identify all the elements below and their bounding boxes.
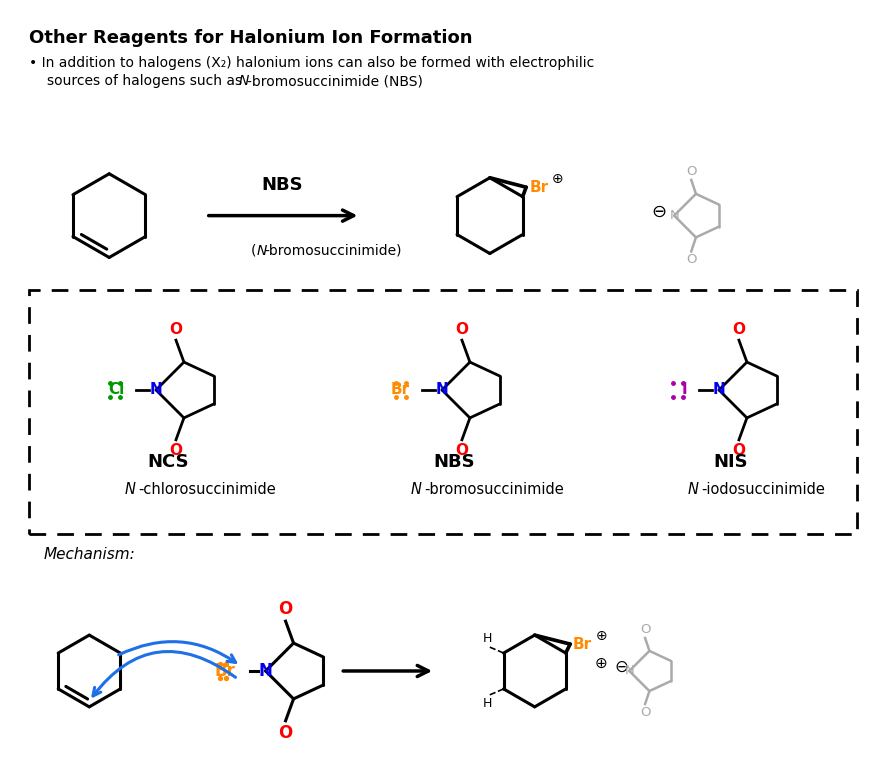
Text: NCS: NCS (147, 452, 189, 471)
Text: -chlorosuccinimide: -chlorosuccinimide (138, 482, 276, 497)
Text: N: N (411, 482, 422, 497)
Text: NIS: NIS (713, 452, 748, 471)
Text: Mechanism:: Mechanism: (43, 547, 135, 562)
Text: NBS: NBS (433, 452, 475, 471)
Text: sources of halogens such as: sources of halogens such as (48, 74, 247, 88)
Text: O: O (455, 443, 469, 458)
Text: O: O (686, 253, 697, 266)
Text: Cl: Cl (108, 383, 124, 397)
Text: -bromosuccinimide: -bromosuccinimide (424, 482, 564, 497)
Text: N: N (256, 244, 267, 258)
Text: NBS: NBS (262, 175, 303, 194)
Text: H: H (483, 697, 492, 710)
Text: N: N (713, 383, 726, 397)
Text: O: O (686, 165, 697, 178)
Text: Other Reagents for Halonium Ion Formation: Other Reagents for Halonium Ion Formatio… (29, 29, 473, 47)
Text: O: O (733, 322, 745, 338)
Text: ⊕: ⊕ (552, 172, 564, 186)
Text: Br: Br (530, 180, 548, 195)
Text: -iodosuccinimide: -iodosuccinimide (701, 482, 825, 497)
Text: H: H (483, 632, 492, 645)
Text: N: N (149, 383, 163, 397)
Text: O: O (455, 322, 469, 338)
Text: O: O (170, 322, 182, 338)
Text: Br: Br (215, 662, 236, 680)
Bar (29, 290, 857, 535)
Text: -bromosuccinimide): -bromosuccinimide) (264, 244, 402, 258)
Text: Br: Br (391, 383, 410, 397)
Text: O: O (170, 443, 182, 458)
Text: (: ( (251, 244, 256, 258)
Text: I: I (682, 383, 687, 397)
Text: ⊖: ⊖ (652, 203, 667, 220)
Text: N: N (126, 482, 136, 497)
Text: ⊖: ⊖ (614, 658, 629, 676)
Text: -bromosuccinimide (NBS): -bromosuccinimide (NBS) (247, 74, 423, 88)
Text: N: N (669, 209, 679, 222)
Text: O: O (278, 600, 293, 618)
Text: ⊕: ⊕ (594, 656, 607, 670)
Text: N: N (259, 662, 272, 680)
Text: Br: Br (573, 636, 592, 652)
Text: • In addition to halogens (X₂) halonium ions can also be formed with electrophil: • In addition to halogens (X₂) halonium … (29, 56, 595, 70)
Text: N: N (239, 74, 249, 88)
Text: ⊕: ⊕ (596, 629, 607, 643)
Text: O: O (733, 443, 745, 458)
Text: O: O (278, 724, 293, 742)
Text: N: N (436, 383, 448, 397)
Text: N: N (688, 482, 699, 497)
Text: O: O (640, 623, 651, 636)
Text: O: O (640, 706, 651, 719)
Text: N: N (624, 664, 634, 677)
